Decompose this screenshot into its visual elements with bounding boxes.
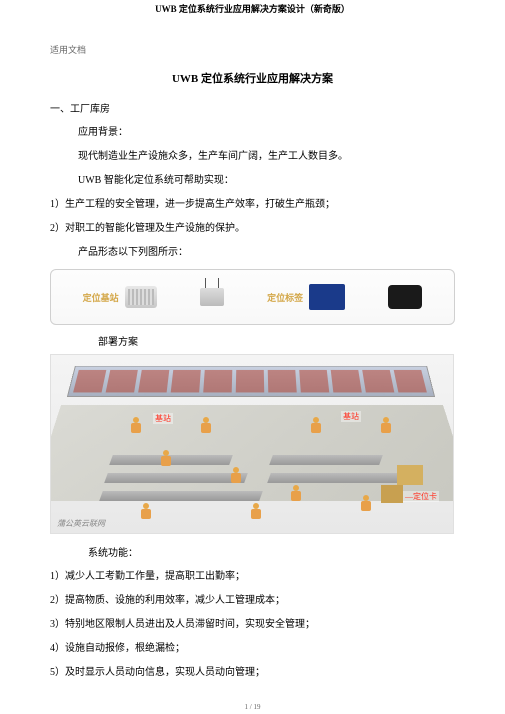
func-3: 3）特别地区限制人员进出及人员滞留时间，实现安全管理； bbox=[50, 617, 455, 633]
background-line-1: 现代制造业生产设施众多，生产车间广阔，生产工人数目多。 bbox=[78, 149, 455, 165]
system-function-heading: 系统功能： bbox=[88, 544, 455, 559]
workbench bbox=[99, 491, 263, 501]
worker-icon bbox=[381, 417, 391, 433]
product-showcase-box: 定位基站 定位标签 bbox=[50, 269, 455, 325]
worker-icon bbox=[361, 495, 371, 511]
point-1: 1）生产工程的安全管理，进一步提高生产效率，打破生产瓶颈； bbox=[50, 197, 455, 213]
deployment-diagram: 基站 基站 —定位卡 蒲公英云联网 bbox=[50, 354, 454, 534]
worker-icon bbox=[291, 485, 301, 501]
func-2: 2）提高物质、设施的利用效率，减少人工管理成本； bbox=[50, 593, 455, 609]
worker-icon bbox=[131, 417, 141, 433]
worker-icon bbox=[201, 417, 211, 433]
router-icon bbox=[200, 288, 224, 306]
deploy-heading: 部署方案 bbox=[98, 333, 455, 348]
background-line-2: UWB 智能化定位系统可帮助实现： bbox=[78, 173, 455, 189]
page-number: 1 / 19 bbox=[0, 703, 505, 711]
diagram-corner-label: 蒲公英云联网 bbox=[57, 518, 105, 529]
workbench bbox=[267, 473, 401, 483]
page-header-title: UWB 定位系统行业应用解决方案设计（新奇版） bbox=[50, 0, 455, 15]
worker-icon bbox=[141, 503, 151, 519]
product-tag: 定位标签 bbox=[267, 284, 345, 310]
tag-label: 定位标签 bbox=[267, 291, 303, 304]
diagram-label-station: 基站 bbox=[341, 411, 361, 422]
worker-icon bbox=[231, 467, 241, 483]
black-card-icon bbox=[388, 285, 422, 309]
func-4: 4）设施自动报修，根绝漏检； bbox=[50, 641, 455, 657]
box-icon bbox=[397, 465, 423, 485]
workbench bbox=[109, 455, 233, 465]
watermark-text: 适用文档 bbox=[50, 43, 455, 56]
func-5: 5）及时显示人员动向信息，实现人员动向管理； bbox=[50, 665, 455, 681]
document-main-title: UWB 定位系统行业应用解决方案 bbox=[50, 70, 455, 86]
section-heading-factory: 一、工厂库房 bbox=[50, 100, 455, 115]
heatsink-icon bbox=[125, 286, 157, 308]
workbench bbox=[104, 473, 248, 483]
diagram-label-card: —定位卡 bbox=[403, 491, 439, 502]
blue-card-icon bbox=[309, 284, 345, 310]
worker-icon bbox=[311, 417, 321, 433]
workbench bbox=[269, 455, 383, 465]
background-heading: 应用背景： bbox=[78, 125, 455, 141]
point-2: 2）对职工的智能化管理及生产设施的保护。 bbox=[50, 221, 455, 237]
product-shape-line: 产品形态以下列图所示： bbox=[78, 245, 455, 261]
shelf-wall bbox=[67, 366, 435, 397]
box-icon bbox=[381, 485, 403, 503]
worker-icon bbox=[251, 503, 261, 519]
worker-icon bbox=[161, 450, 171, 466]
func-1: 1）减少人工考勤工作量，提高职工出勤率； bbox=[50, 569, 455, 585]
product-basestation: 定位基站 bbox=[83, 286, 157, 308]
diagram-label-station: 基站 bbox=[153, 413, 173, 424]
basestation-label: 定位基站 bbox=[83, 291, 119, 304]
